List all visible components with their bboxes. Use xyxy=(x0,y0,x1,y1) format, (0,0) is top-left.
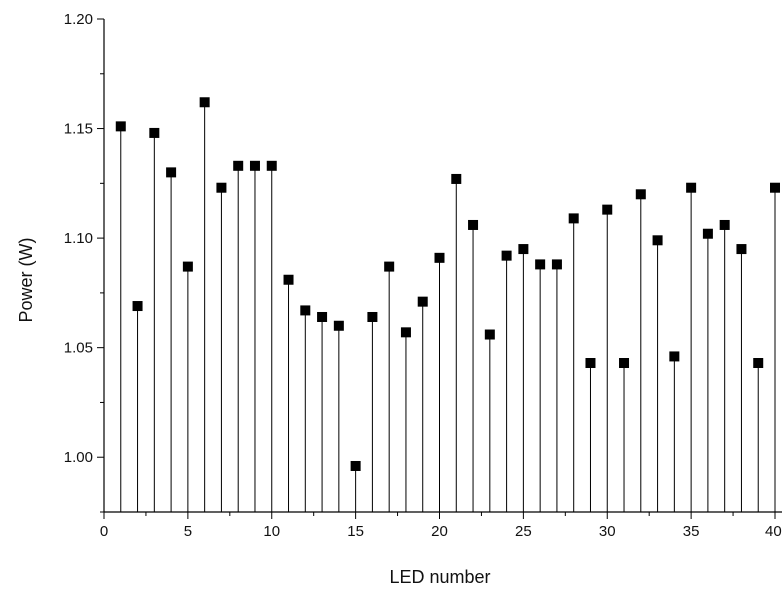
data-point xyxy=(702,228,713,239)
markers xyxy=(115,97,780,471)
data-point xyxy=(719,219,730,230)
x-axis-title: LED number xyxy=(389,567,490,587)
data-point xyxy=(468,219,479,230)
x-tick-label: 0 xyxy=(100,523,108,540)
data-point xyxy=(384,261,395,272)
data-point xyxy=(166,167,177,178)
data-point xyxy=(568,213,579,224)
data-point xyxy=(619,358,630,369)
y-tick-label: 1.10 xyxy=(64,230,93,247)
data-point xyxy=(770,182,780,193)
data-point xyxy=(199,97,210,108)
x-tick-label: 20 xyxy=(431,523,448,540)
y-axis-title: Power (W) xyxy=(16,238,36,323)
data-point xyxy=(652,235,663,246)
data-point xyxy=(400,327,411,338)
data-point xyxy=(518,244,529,255)
data-point xyxy=(635,189,646,200)
x-tick-label: 35 xyxy=(683,523,700,540)
y-tick-label: 1.05 xyxy=(64,340,93,357)
stems xyxy=(120,102,776,512)
data-point xyxy=(686,182,697,193)
y-tick-label: 1.20 xyxy=(64,11,93,28)
data-point xyxy=(451,173,462,184)
y-axis-ticks: 1.00 1.05 1.10 1.15 1.20 xyxy=(64,11,104,513)
data-point xyxy=(115,121,126,132)
data-point xyxy=(216,182,227,193)
data-point xyxy=(249,160,260,171)
data-point xyxy=(434,252,445,263)
data-point xyxy=(551,259,562,270)
data-point xyxy=(669,351,680,362)
data-point xyxy=(417,296,428,307)
data-point xyxy=(367,311,378,322)
x-tick-label: 40 xyxy=(765,523,782,540)
x-axis-ticks: 0 5 10 15 20 25 30 35 40 xyxy=(100,512,782,540)
data-point xyxy=(350,460,361,471)
data-point xyxy=(333,320,344,331)
x-tick-label: 25 xyxy=(515,523,532,540)
data-point xyxy=(736,244,747,255)
y-tick-label: 1.15 xyxy=(64,121,93,138)
data-point xyxy=(753,358,764,369)
x-tick-label: 15 xyxy=(347,523,364,540)
data-point xyxy=(300,305,311,316)
data-point xyxy=(484,329,495,340)
data-point xyxy=(233,160,244,171)
data-point xyxy=(132,301,143,312)
data-point xyxy=(182,261,193,272)
y-tick-label: 1.00 xyxy=(64,449,93,466)
x-tick-label: 5 xyxy=(184,523,192,540)
data-point xyxy=(317,311,328,322)
data-point xyxy=(501,250,512,261)
data-point xyxy=(266,160,277,171)
data-point xyxy=(283,274,294,285)
data-point xyxy=(149,127,160,138)
data-point xyxy=(585,358,596,369)
data-point xyxy=(602,204,613,215)
x-tick-label: 30 xyxy=(599,523,616,540)
data-point xyxy=(535,259,546,270)
x-tick-label: 10 xyxy=(263,523,280,540)
